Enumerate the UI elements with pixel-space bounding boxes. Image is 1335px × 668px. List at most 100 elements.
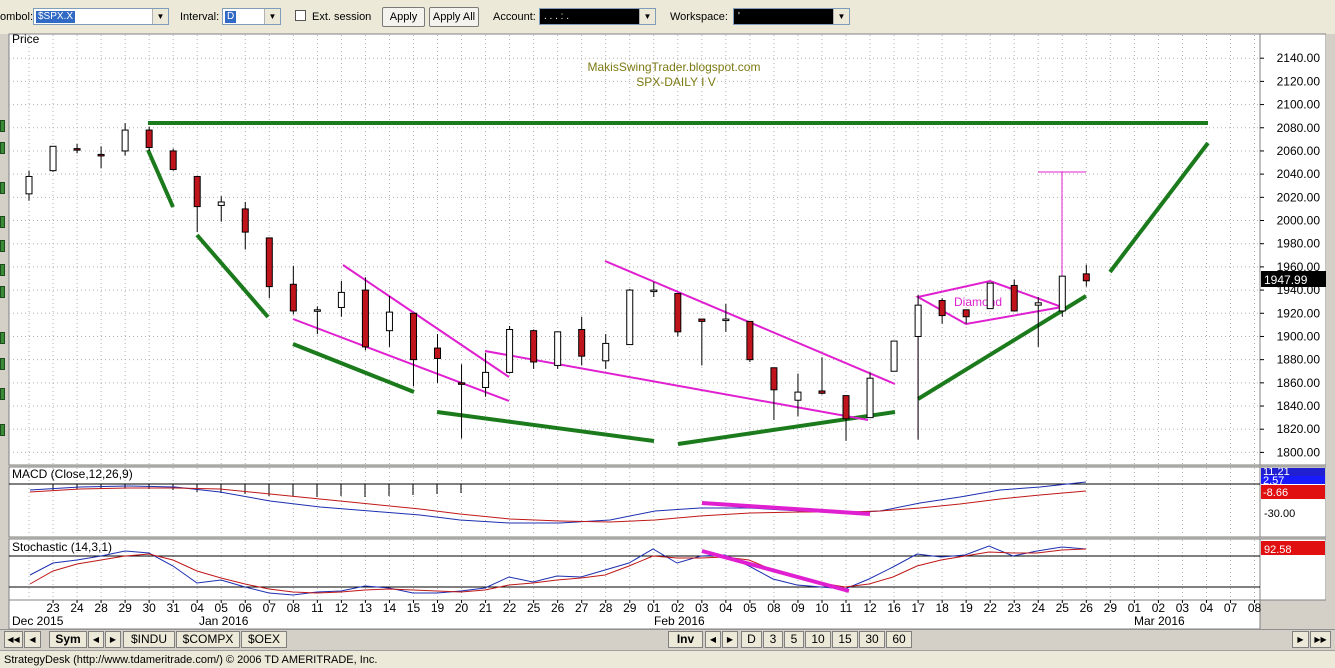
- day-tick-label: 28: [94, 601, 108, 615]
- last-page-icon[interactable]: ▶▶: [1310, 631, 1331, 648]
- macd-divergence-line[interactable]: [824, 509, 871, 516]
- symbol-combo[interactable]: $SPX.X ▼: [33, 8, 169, 25]
- trendline-green[interactable]: [1108, 141, 1210, 274]
- drawing-tool-button[interactable]: [0, 182, 5, 194]
- chevron-down-icon[interactable]: ▼: [639, 9, 655, 24]
- interval-5-button[interactable]: 5: [784, 631, 804, 648]
- y-tick-label: 2140.00: [1277, 51, 1321, 65]
- day-tick-label: 08: [1248, 601, 1262, 615]
- day-tick-label: 01: [647, 601, 661, 615]
- tab-oex[interactable]: $OEX: [241, 631, 287, 648]
- candle-down: [193, 175, 201, 208]
- watermark-line1: MakisSwingTrader.blogspot.com: [588, 60, 761, 74]
- day-tick-label: 13: [359, 601, 373, 615]
- sym-button[interactable]: Sym: [49, 631, 87, 648]
- day-tick-label: 29: [1104, 601, 1118, 615]
- candle-up: [1034, 302, 1042, 306]
- macd-grid: [28, 468, 1256, 536]
- interval-60-button[interactable]: 60: [886, 631, 912, 648]
- stochastic-divergence-line[interactable]: [701, 549, 850, 593]
- candle-up: [49, 145, 57, 172]
- trendline-green[interactable]: [292, 342, 415, 394]
- chevron-down-icon[interactable]: ▼: [264, 9, 280, 24]
- macd-value-label: 11.21: [1263, 466, 1290, 478]
- drawing-tool-button[interactable]: [0, 120, 5, 132]
- drawing-tool-button[interactable]: [0, 424, 5, 436]
- interval-combo[interactable]: D ▼: [222, 8, 281, 25]
- price-axis-panel: [1259, 33, 1326, 466]
- day-tick-label: 29: [623, 601, 637, 615]
- chevron-down-icon[interactable]: ▼: [152, 9, 168, 24]
- macd-panel: [8, 466, 1261, 538]
- interval-30-button[interactable]: 30: [859, 631, 885, 648]
- tab-indu[interactable]: $INDU: [123, 631, 175, 648]
- workspace-value: ': [738, 11, 740, 22]
- prev-icon[interactable]: ◀: [24, 631, 41, 648]
- day-tick-label: 15: [407, 601, 421, 615]
- candle-down: [746, 320, 754, 361]
- signal-line: [29, 487, 1087, 523]
- interval-3-button[interactable]: 3: [763, 631, 783, 648]
- trendline-magenta[interactable]: [292, 318, 510, 402]
- candle-down: [73, 148, 81, 151]
- account-combo[interactable]: . . . : . ▼: [539, 8, 656, 25]
- drawing-tool-button[interactable]: [0, 332, 5, 344]
- tab-compx[interactable]: $COMPX: [176, 631, 240, 648]
- candle-down: [962, 309, 970, 318]
- first-page-icon[interactable]: ◀◀: [4, 631, 23, 648]
- diamond-label: Diamond: [954, 295, 1002, 309]
- day-tick-label: 06: [239, 601, 253, 615]
- y-tick-label: 2000.00: [1277, 214, 1321, 228]
- trendline-green[interactable]: [195, 233, 270, 319]
- trendline-green[interactable]: [146, 149, 175, 208]
- candle-up: [217, 201, 225, 206]
- month-label: Jan 2016: [199, 614, 249, 628]
- drawing-tool-button[interactable]: [0, 240, 5, 252]
- candle-up: [1058, 275, 1066, 312]
- chevron-down-icon[interactable]: ▼: [833, 9, 849, 24]
- interval-d-button[interactable]: D: [741, 631, 762, 648]
- day-tick-label: 04: [191, 601, 205, 615]
- trendline-green[interactable]: [916, 294, 1088, 401]
- y-tick-label: 2020.00: [1277, 190, 1321, 204]
- candle-up: [25, 175, 33, 195]
- candle-down: [938, 300, 946, 317]
- right-gutter: [1326, 34, 1335, 628]
- interval-10-button[interactable]: 10: [805, 631, 831, 648]
- candle-down: [530, 330, 538, 363]
- drawing-tool-button[interactable]: [0, 264, 5, 276]
- day-tick-label: 12: [335, 601, 349, 615]
- trendline-green[interactable]: [436, 410, 655, 443]
- ext-session-checkbox[interactable]: [295, 10, 306, 21]
- candle-down: [169, 150, 177, 170]
- trendline-magenta[interactable]: [484, 350, 869, 421]
- drawing-tool-button[interactable]: [0, 286, 5, 298]
- month-label: Mar 2016: [1134, 614, 1185, 628]
- interval-15-button[interactable]: 15: [832, 631, 858, 648]
- drawing-tool-button[interactable]: [0, 216, 5, 228]
- candle-down: [1082, 273, 1090, 282]
- interval-label: Interval:: [180, 11, 220, 23]
- price-grid: [9, 35, 1260, 464]
- day-tick-label: 19: [431, 601, 445, 615]
- day-tick-label: 07: [263, 601, 277, 615]
- apply-button[interactable]: Apply: [382, 7, 425, 27]
- prev-icon[interactable]: ◀: [88, 631, 104, 648]
- day-tick-label: 07: [1224, 601, 1238, 615]
- signal-value-label: -8.66: [1263, 487, 1288, 499]
- drawing-tool-button[interactable]: [0, 358, 5, 370]
- day-tick-label: 03: [1176, 601, 1190, 615]
- candle-up: [626, 289, 634, 346]
- next-icon[interactable]: ▶: [1292, 631, 1309, 648]
- apply-all-button[interactable]: Apply All: [429, 7, 479, 27]
- trendline-magenta[interactable]: [342, 264, 510, 378]
- prev-icon[interactable]: ◀: [705, 631, 721, 648]
- inv-button[interactable]: Inv: [668, 631, 703, 648]
- next-icon[interactable]: ▶: [722, 631, 738, 648]
- macd-divergence-line[interactable]: [701, 501, 826, 513]
- workspace-combo[interactable]: ' ▼: [733, 8, 850, 25]
- next-icon[interactable]: ▶: [105, 631, 121, 648]
- last-price-tag: [1261, 271, 1326, 287]
- drawing-tool-button[interactable]: [0, 142, 5, 154]
- drawing-tool-button[interactable]: [0, 388, 5, 400]
